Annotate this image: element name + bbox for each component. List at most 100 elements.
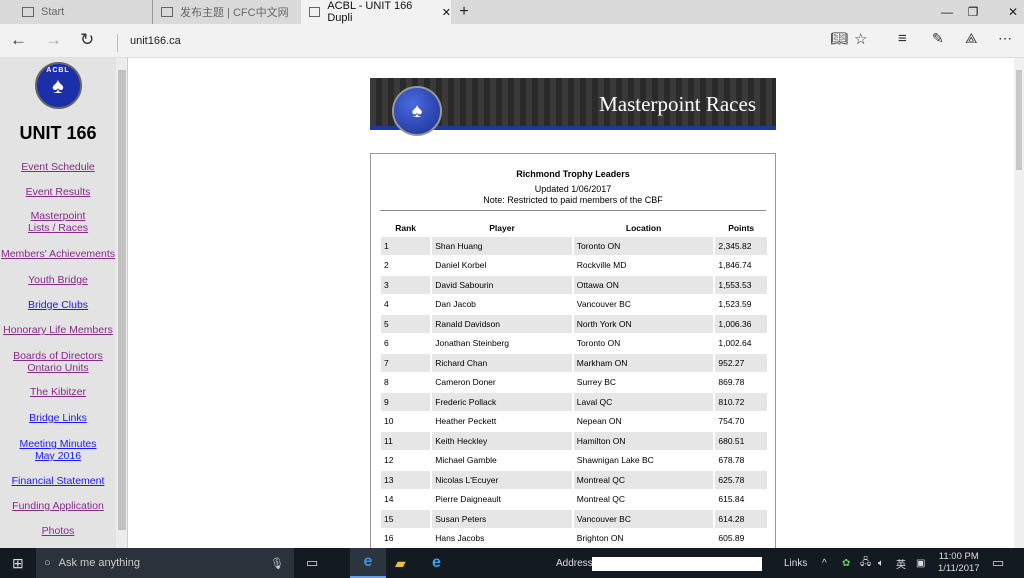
close-tab-icon[interactable]: ✕ [441,6,451,19]
address-input[interactable]: unit166.ca [117,34,181,52]
web-note-icon[interactable]: ✎ [932,30,944,46]
hub-icon[interactable]: ≡ [898,30,907,47]
back-icon[interactable]: ← [10,30,27,49]
cell-points: 1,523.59 [718,299,752,310]
clock[interactable]: 11:00 PM 1/11/2017 [938,551,980,574]
sidebar-link[interactable]: Event Results [25,186,91,198]
edge-icon[interactable]: e [350,548,386,578]
sidebar-link[interactable]: Funding Application [12,500,104,512]
cell-points: 869.78 [718,377,745,388]
refresh-icon[interactable]: ↻ [80,30,95,49]
table-row: 6 Jonathan Steinberg Toronto ON 1,002.64 [381,335,767,353]
action-center-icon[interactable]: ▭ [992,555,1005,570]
cell-player: Ranald Davidson [432,315,572,333]
cell-player: Daniel Korbel [435,260,487,271]
page-icon [309,7,321,17]
cell-location: Hamilton ON [573,432,714,450]
show-hidden-icons[interactable]: ^ [822,557,827,569]
sidebar-link[interactable]: Youth Bridge [28,274,88,286]
acbl-logo: ACBL ♠ [34,62,82,109]
microphone-icon: 🎙︎ [270,557,284,570]
share-icon[interactable]: ⟁ [965,30,978,46]
sidebar-link[interactable]: Photos [41,525,75,537]
col-points: Points [728,222,755,233]
leaders-panel: Richmond Trophy Leaders Updated 1/06/201… [370,153,776,553]
sidebar-link[interactable]: Meeting Minutes May 2016 [19,438,97,462]
cell-points: 1,846.74 [718,260,752,271]
forward-icon[interactable]: → [45,30,62,49]
cell-rank: 7 [381,354,431,372]
cell-location: Brighton ON [576,533,624,544]
table-row: 16 Hans Jacobs Brighton ON 605.89 [381,530,767,548]
cell-rank: 4 [384,299,389,310]
cell-rank: 9 [381,393,431,411]
page-icon [22,7,34,17]
col-location: Location [625,222,662,233]
new-tab-button[interactable]: + [459,3,469,20]
cortana-search[interactable]: ○ Ask me anything 🎙︎ [36,548,294,578]
sidebar-link[interactable]: Bridge Clubs [27,299,89,311]
tab-label: 发布主题 | CFC中文网 [180,7,289,19]
scroll-thumb[interactable] [118,70,126,530]
favorite-star-icon[interactable]: ☆ [854,31,868,48]
sidebar-link[interactable]: Financial Statement [11,475,105,487]
cell-rank: 11 [381,432,431,450]
ime-indicator[interactable]: 英 [896,559,906,571]
cell-location: Rockville MD [576,260,627,271]
close-window-button[interactable]: ✕ [1007,5,1019,19]
page-icon [161,7,173,17]
sidebar-link[interactable]: Masterpoint Lists / Races [27,210,89,234]
sidebar-link[interactable]: Members' Achievements [0,248,116,260]
qq-icon[interactable]: ▣ [916,557,926,569]
restore-button[interactable]: ❐ [967,5,979,19]
nav-bar: ← → ↻ unit166.ca 📖︎ ☆ ≡ ✎ ⟁ ⋯ [0,24,1024,58]
cell-location: North York ON [573,315,714,333]
col-player: Player [489,222,515,233]
sidebar-scrollbar[interactable] [116,58,128,548]
page-scrollbar[interactable] [1014,58,1024,548]
cell-player: Keith Heckley [432,432,572,450]
sidebar-link[interactable]: Event Schedule [21,161,95,173]
table-row: 14 Pierre Daigneault Montreal QC 615.84 [381,491,767,509]
reading-view-icon[interactable]: 📖︎ [830,30,848,46]
tab-start[interactable]: Start [14,0,149,24]
ie-icon[interactable]: e [432,554,441,571]
cell-player: Jonathan Steinberg [435,338,509,349]
task-view-icon[interactable]: ▭ [306,555,319,570]
banner-title: Masterpoint Races [599,92,756,116]
scroll-thumb[interactable] [1016,70,1022,170]
sidebar-link[interactable]: The Kibitzer [29,386,87,398]
cell-rank: 2 [384,260,389,271]
cell-rank: 14 [384,494,394,505]
divider [380,210,766,211]
table-row: 7 Richard Chan Markham ON 952.27 [381,354,767,372]
cell-rank: 13 [381,471,431,489]
cell-player: Richard Chan [432,354,572,372]
note-text: Note: Restricted to paid members of the … [483,195,663,205]
network-icon[interactable]: 🖧︎ [860,556,872,568]
volume-icon[interactable]: 🔈︎ [878,557,884,569]
leaders-table: Rank Player Location Points 1 Shan Huang T… [379,218,769,549]
minimize-button[interactable]: — [941,5,953,19]
table-row: 2 Daniel Korbel Rockville MD 1,846.74 [381,257,767,275]
taskbar-address-input[interactable] [592,557,762,571]
more-icon[interactable]: ⋯ [998,30,1012,46]
sidebar-link[interactable]: Honorary Life Members [3,324,113,336]
links-label[interactable]: Links [784,557,808,569]
sidebar-link[interactable]: Bridge Links [29,412,87,424]
app-tray-icon[interactable]: ✿ [842,557,851,569]
cell-rank: 12 [384,455,394,466]
cell-points: 810.72 [715,393,767,411]
tab-cfc[interactable]: 发布主题 | CFC中文网 [152,0,300,24]
cell-location: Shawnigan Lake BC [576,455,654,466]
cell-points: 952.27 [715,354,767,372]
leaders-title: Richmond Trophy Leaders [516,169,630,179]
table-row: 4 Dan Jacob Vancouver BC 1,523.59 [381,296,767,314]
cell-points: 625.78 [715,471,767,489]
file-explorer-icon[interactable]: ▰ [395,554,406,571]
sidebar-link[interactable]: Boards of Directors Ontario Units [13,350,103,374]
cell-points: 1,553.53 [715,276,767,294]
cell-player: Hans Jacobs [435,533,485,544]
windows-start-icon[interactable]: ⊞ [12,554,24,571]
tab-acbl[interactable]: ACBL - UNIT 166 Dupli ✕ [301,0,451,24]
